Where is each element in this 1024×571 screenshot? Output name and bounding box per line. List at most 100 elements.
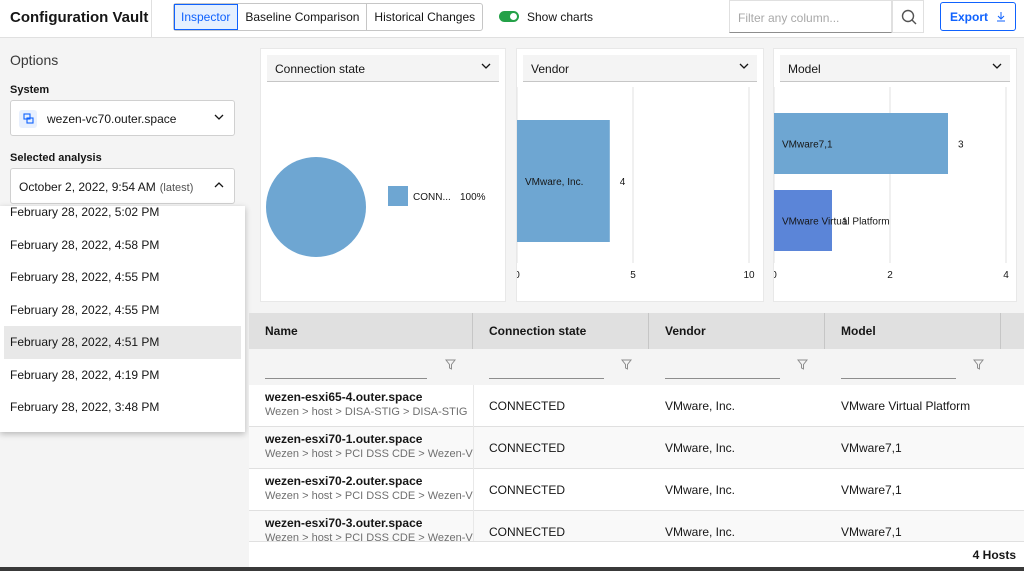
legend-value: 100% xyxy=(460,192,486,203)
tab-baseline-comparison[interactable]: Baseline Comparison xyxy=(238,4,368,30)
pie-slice xyxy=(266,157,366,257)
legend-label: CONN... xyxy=(413,192,451,203)
dropdown-item-highlighted[interactable]: February 28, 2022, 4:51 PM xyxy=(4,326,241,359)
x-tick-label: 2 xyxy=(887,270,893,281)
bar-category-label: VMware, Inc. xyxy=(525,177,583,188)
chevron-up-icon xyxy=(214,182,224,188)
connection-state-cell: CONNECTED xyxy=(489,525,566,539)
dropdown-item[interactable]: February 28, 2022, 4:19 PM xyxy=(10,367,160,382)
table-row[interactable]: wezen-esxi70-1.outer.space Wezen > host … xyxy=(249,427,1024,469)
bar-category-label: VMware7,1 xyxy=(782,140,833,151)
view-switcher: Inspector Baseline Comparison Historical… xyxy=(173,3,484,31)
divider xyxy=(151,0,152,38)
host-name: wezen-esxi70-2.outer.space xyxy=(265,474,423,488)
search-button[interactable] xyxy=(892,0,924,33)
bar-value-label: 1 xyxy=(842,217,848,228)
bar xyxy=(517,120,610,242)
vendor-cell: VMware, Inc. xyxy=(665,483,736,497)
name-filter-input[interactable] xyxy=(265,357,427,379)
export-button[interactable]: Export xyxy=(940,2,1016,31)
connection-state-pie: CONN... 100% xyxy=(266,157,486,257)
host-path: Wezen > host > PCI DSS CDE > Wezen-VSAN xyxy=(265,490,473,502)
filter-icon[interactable] xyxy=(973,359,984,370)
show-charts-toggle[interactable] xyxy=(499,11,519,22)
latest-tag: (latest) xyxy=(159,182,194,194)
column-header-vendor[interactable]: Vendor xyxy=(649,313,825,349)
connection-state-filter-input[interactable] xyxy=(489,357,604,379)
table-footer: 4 Hosts xyxy=(249,541,1024,567)
chart-header-label: Model xyxy=(788,62,821,76)
dropdown-item[interactable]: February 28, 2022, 3:48 PM xyxy=(10,400,160,414)
system-select[interactable]: wezen-vc70.outer.space xyxy=(10,100,235,136)
tab-inspector[interactable]: Inspector xyxy=(174,4,239,30)
download-icon xyxy=(997,12,1005,22)
chevron-down-icon xyxy=(992,63,1002,69)
filter-icon[interactable] xyxy=(797,359,808,370)
x-tick-label: 10 xyxy=(743,270,755,281)
filter-input[interactable]: Filter any column... xyxy=(729,0,892,33)
host-count-text: 4 Hosts xyxy=(972,548,1016,562)
chevron-down-icon xyxy=(481,63,491,69)
filter-icon[interactable] xyxy=(445,359,456,370)
model-chart-card: Model 0 2 4 VMware7,1 3 VMware Virtual Platfo… xyxy=(773,48,1017,302)
model-chart-select[interactable]: Model xyxy=(780,55,1010,82)
system-value: wezen-vc70.outer.space xyxy=(47,112,177,126)
analysis-select[interactable]: October 2, 2022, 9:54 AM (latest) xyxy=(10,168,235,204)
vendor-cell: VMware, Inc. xyxy=(665,399,736,413)
column-divider xyxy=(473,385,474,571)
host-name: wezen-esxi70-3.outer.space xyxy=(265,516,423,530)
show-charts-label: Show charts xyxy=(527,10,594,24)
dropdown-item[interactable]: February 28, 2022, 4:58 PM xyxy=(10,237,160,252)
legend-swatch xyxy=(388,186,408,206)
server-icon xyxy=(19,110,37,128)
x-tick-label: 4 xyxy=(1003,270,1009,281)
bar-category-label: VMware Virtual Platform xyxy=(782,217,890,228)
system-label: System xyxy=(10,84,50,96)
connection-state-chart-select[interactable]: Connection state xyxy=(267,55,499,82)
column-header-model[interactable]: Model xyxy=(825,313,1001,349)
x-tick-label: 5 xyxy=(630,270,636,281)
x-tick-label: 0 xyxy=(774,270,777,281)
connection-state-cell: CONNECTED xyxy=(489,399,566,413)
vendor-filter-input[interactable] xyxy=(665,357,780,379)
model-cell: VMware7,1 xyxy=(841,525,902,539)
vendor-bar-chart: 0 5 10 VMware, Inc. 4 xyxy=(517,87,755,281)
bar-value-label: 3 xyxy=(958,140,964,151)
chart-header-label: Vendor xyxy=(531,62,570,76)
analysis-label: Selected analysis xyxy=(10,152,102,164)
vendor-cell: VMware, Inc. xyxy=(665,441,736,455)
chart-header-label: Connection state xyxy=(275,62,366,76)
bar xyxy=(774,113,948,174)
column-header-name[interactable]: Name xyxy=(249,313,473,349)
x-tick-label: 0 xyxy=(517,270,520,281)
table-row[interactable]: wezen-esxi65-4.outer.space Wezen > host … xyxy=(249,385,1024,427)
model-cell: VMware7,1 xyxy=(841,441,902,455)
search-icon xyxy=(901,9,917,25)
table-header: Name Connection state Vendor Model xyxy=(249,313,1024,349)
connection-state-cell: CONNECTED xyxy=(489,483,566,497)
vendor-chart-card: Vendor 0 5 10 VMware, Inc. 4 xyxy=(516,48,764,302)
filter-row xyxy=(249,349,1024,385)
host-name: wezen-esxi65-4.outer.space xyxy=(265,390,423,404)
table-row[interactable]: wezen-esxi70-2.outer.space Wezen > host … xyxy=(249,469,1024,511)
tab-historical-changes[interactable]: Historical Changes xyxy=(374,10,476,24)
model-cell: VMware7,1 xyxy=(841,483,902,497)
host-path: Wezen > host > DISA-STIG > DISA-STIG xyxy=(265,406,468,418)
dropdown-item[interactable]: February 28, 2022, 4:55 PM xyxy=(10,302,160,317)
column-header-connection-state[interactable]: Connection state xyxy=(473,313,649,349)
analysis-value: October 2, 2022, 9:54 AM (latest) xyxy=(19,180,193,194)
filter-icon[interactable] xyxy=(621,359,632,370)
export-label: Export xyxy=(949,9,988,24)
model-cell: VMware Virtual Platform xyxy=(841,399,971,413)
analysis-dropdown: February 28, 2022, 5:02 PM February 28, … xyxy=(0,206,245,432)
host-name: wezen-esxi70-1.outer.space xyxy=(265,432,423,446)
host-path: Wezen > host > PCI DSS CDE > Wezen-VSAN xyxy=(265,448,473,460)
dropdown-item[interactable]: February 28, 2022, 4:55 PM xyxy=(10,270,160,284)
host-count: 4 Hosts xyxy=(973,548,1016,562)
model-filter-input[interactable] xyxy=(841,357,956,379)
top-bar: Configuration Vault Inspector Baseline C… xyxy=(0,0,1024,38)
vendor-chart-select[interactable]: Vendor xyxy=(523,55,757,82)
bar-value-label: 4 xyxy=(620,177,626,188)
connection-state-cell: CONNECTED xyxy=(489,441,566,455)
dropdown-item[interactable]: February 28, 2022, 5:02 PM xyxy=(10,206,160,219)
